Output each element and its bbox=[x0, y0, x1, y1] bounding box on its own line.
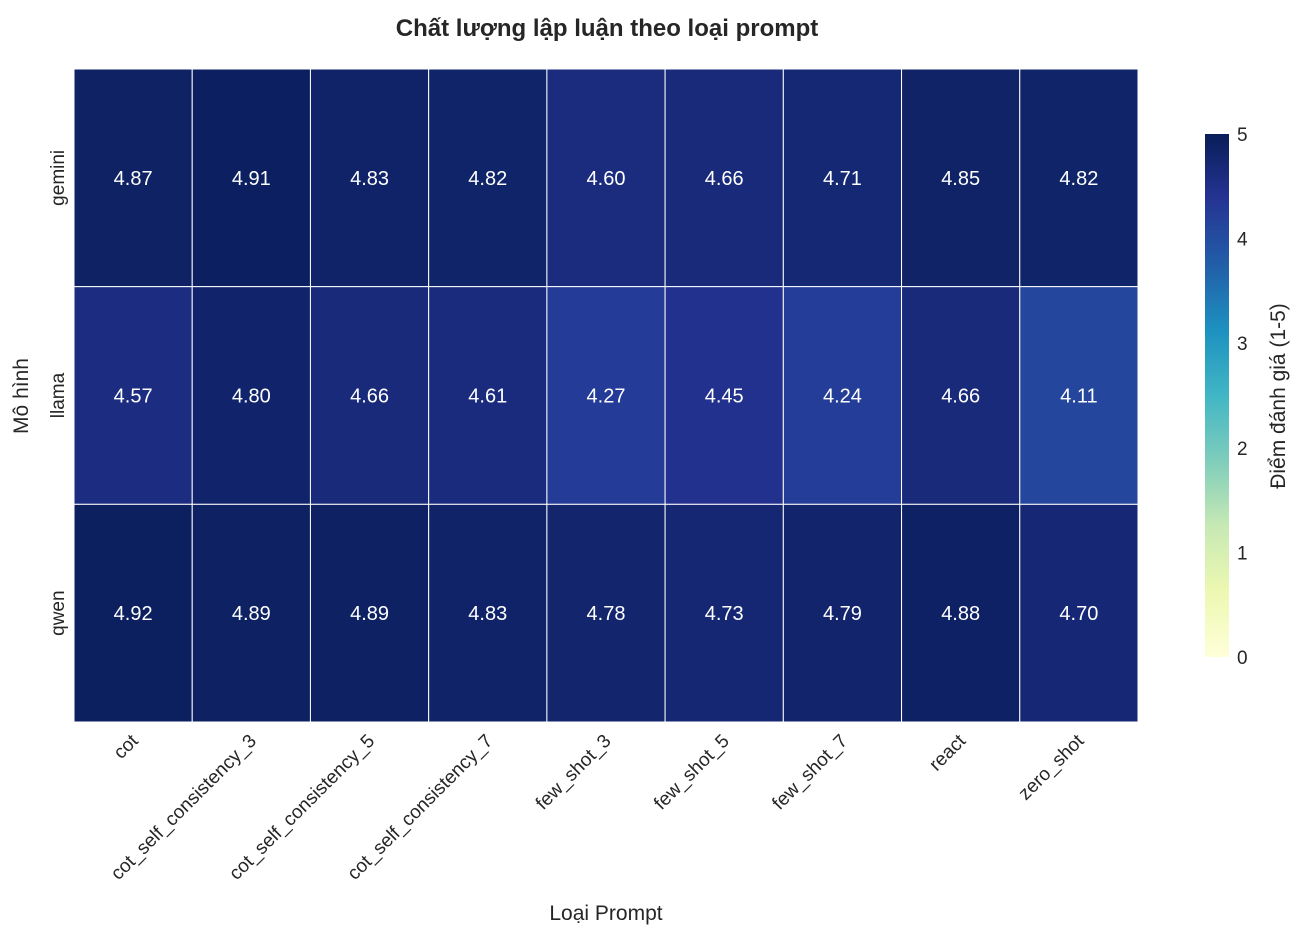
cell-value-label: 4.61 bbox=[468, 386, 507, 408]
cell-value-label: 4.66 bbox=[350, 386, 389, 408]
x-tick-label: few_shot_5 bbox=[650, 731, 734, 815]
heatmap-cell bbox=[73, 286, 193, 505]
heatmap-cell bbox=[546, 68, 666, 288]
heatmap-cell bbox=[73, 503, 193, 723]
heatmap-cell bbox=[428, 68, 548, 288]
colorbar-tick-label: 3 bbox=[1237, 334, 1248, 355]
cell-value-label: 4.73 bbox=[705, 603, 744, 625]
x-tick-label: zero_shot bbox=[1015, 730, 1089, 804]
heatmap-cell bbox=[309, 286, 430, 505]
cell-value-label: 4.92 bbox=[114, 603, 153, 625]
x-tick-label: few_shot_7 bbox=[768, 731, 852, 815]
cell-value-label: 4.66 bbox=[705, 168, 744, 190]
colorbar-ticks: 0 1 2 3 4 5 bbox=[1237, 125, 1248, 669]
heatmap-cell bbox=[428, 503, 548, 723]
chart-title: Chất lượng lập luận theo loại prompt bbox=[396, 15, 818, 42]
colorbar-tick-label: 5 bbox=[1237, 125, 1248, 146]
cell-value-label: 4.82 bbox=[1059, 168, 1098, 190]
colorbar-tick-label: 4 bbox=[1237, 230, 1248, 251]
cell-value-label: 4.71 bbox=[823, 168, 862, 190]
heatmap-cell bbox=[191, 503, 311, 723]
heatmap-cell bbox=[1019, 286, 1139, 505]
heatmap-cell bbox=[901, 68, 1021, 288]
cell-value-label: 4.87 bbox=[114, 168, 153, 190]
heatmap-cell bbox=[428, 286, 548, 505]
cell-value-label: 4.85 bbox=[941, 168, 980, 190]
cell-value-label: 4.83 bbox=[350, 168, 389, 190]
y-tick-label: llama bbox=[48, 372, 69, 418]
cell-value-label: 4.88 bbox=[941, 603, 980, 625]
x-tick-label: cot bbox=[110, 730, 143, 763]
heatmap-cell bbox=[782, 286, 903, 505]
cell-value-label: 4.24 bbox=[823, 386, 862, 408]
heatmap-cell bbox=[309, 503, 430, 723]
y-tick-labels: gemini llama qwen bbox=[48, 150, 69, 636]
heatmap-cell bbox=[546, 503, 666, 723]
colorbar-tick-label: 1 bbox=[1237, 543, 1248, 564]
colorbar-tick-label: 0 bbox=[1237, 648, 1248, 669]
heatmap-cell bbox=[664, 286, 784, 505]
colorbar-gradient bbox=[1205, 134, 1229, 657]
cell-value-label: 4.79 bbox=[823, 603, 862, 625]
cell-value-label: 4.89 bbox=[350, 603, 389, 625]
cell-value-label: 4.70 bbox=[1059, 603, 1098, 625]
cell-value-label: 4.45 bbox=[705, 386, 744, 408]
y-tick-label: qwen bbox=[48, 590, 69, 635]
heatmap-cell bbox=[73, 68, 193, 288]
heatmap-cell bbox=[546, 286, 666, 505]
cell-value-label: 4.66 bbox=[941, 386, 980, 408]
cell-value-label: 4.82 bbox=[468, 168, 507, 190]
heatmap-cell bbox=[309, 68, 430, 288]
x-tick-label: few_shot_3 bbox=[532, 731, 616, 815]
colorbar: 0 1 2 3 4 5 Điểm đánh giá (1-5) bbox=[1205, 125, 1290, 669]
heatmap-cell bbox=[664, 68, 784, 288]
y-tick-label: gemini bbox=[48, 150, 69, 206]
cell-value-label: 4.80 bbox=[232, 386, 271, 408]
x-tick-labels: cotcot_self_consistency_3cot_self_consis… bbox=[107, 730, 1089, 884]
y-axis-label: Mô hình bbox=[10, 358, 33, 434]
heatmap-cell bbox=[1019, 503, 1139, 723]
cell-value-label: 4.27 bbox=[587, 386, 626, 408]
cell-value-label: 4.11 bbox=[1060, 386, 1097, 408]
colorbar-label: Điểm đánh giá (1-5) bbox=[1267, 303, 1290, 489]
cell-value-label: 4.57 bbox=[114, 386, 153, 408]
heatmap-cell bbox=[191, 68, 311, 288]
heatmap-cells bbox=[73, 68, 1139, 723]
heatmap-cell bbox=[782, 503, 903, 723]
cell-value-label: 4.91 bbox=[232, 168, 271, 190]
x-axis-label: Loại Prompt bbox=[549, 902, 662, 925]
heatmap-cell bbox=[901, 286, 1021, 505]
cell-value-label: 4.89 bbox=[232, 603, 271, 625]
cell-value-label: 4.60 bbox=[587, 168, 626, 190]
heatmap-cell bbox=[782, 68, 903, 288]
heatmap-cell-labels: 4.87 4.91 4.83 4.82 4.60 4.66 4.71 4.85 4.82 4.57… bbox=[114, 168, 1099, 625]
x-tick-label: react bbox=[925, 730, 970, 775]
colorbar-tick-label: 2 bbox=[1237, 439, 1248, 460]
cell-value-label: 4.78 bbox=[587, 603, 626, 625]
cell-value-label: 4.83 bbox=[468, 603, 507, 625]
